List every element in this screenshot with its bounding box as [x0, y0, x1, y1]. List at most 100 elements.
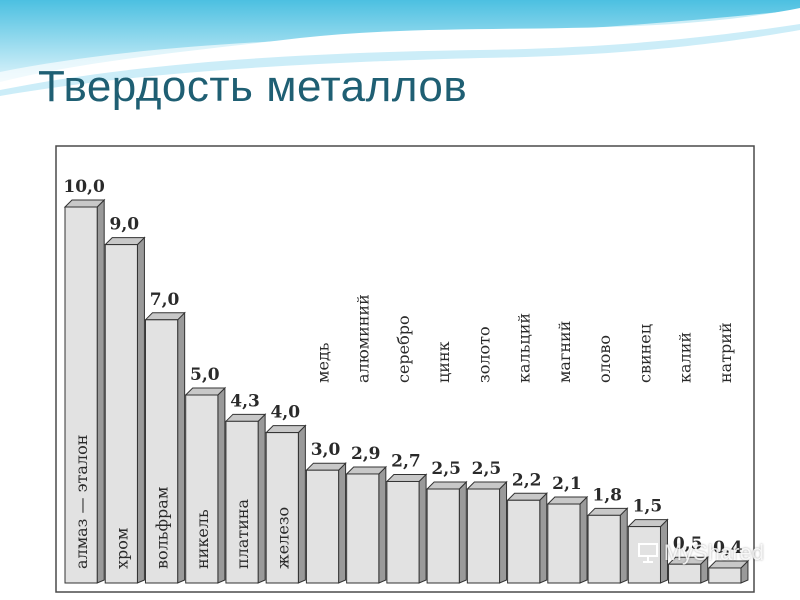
- bar-side: [458, 480, 467, 584]
- value-label: 10,0: [63, 177, 105, 197]
- bar-top: [184, 387, 227, 396]
- bar: [547, 503, 581, 584]
- bar: [64, 206, 98, 584]
- bar-side: [499, 480, 508, 584]
- bar-side: [418, 473, 427, 584]
- bar-group: 0,4 натрий: [707, 322, 750, 584]
- category-label: алюминий: [354, 294, 373, 383]
- bar-top: [63, 199, 106, 208]
- value-label: 4,3: [230, 391, 260, 411]
- value-label: 9,0: [110, 215, 140, 235]
- bar: [346, 473, 380, 584]
- bar-side: [136, 236, 145, 584]
- bar-side: [338, 461, 347, 584]
- bar: [265, 432, 299, 584]
- category-label: свинец: [635, 324, 654, 383]
- category-label: медь: [314, 342, 333, 383]
- category-label: золото: [474, 326, 493, 383]
- bar-group: 2,9 алюминий: [345, 294, 388, 584]
- value-label: 2,5: [472, 459, 502, 479]
- bar-top: [104, 237, 146, 246]
- bar: [466, 488, 501, 584]
- value-label: 3,0: [311, 440, 341, 460]
- bar: [144, 319, 179, 584]
- value-label: 1,8: [592, 485, 622, 505]
- bar: [507, 499, 541, 584]
- bar-side: [619, 507, 628, 584]
- bar-group: 2,5 золото: [466, 326, 508, 584]
- bar: [305, 469, 340, 584]
- bar-group: 5,0 никель: [184, 365, 227, 584]
- bar: [668, 563, 702, 584]
- bar-group: 2,1 магний: [546, 321, 589, 584]
- bar-top: [385, 473, 428, 482]
- bar-top: [506, 492, 548, 501]
- value-label: 0,5: [673, 534, 703, 554]
- bar: [185, 394, 219, 584]
- bar-top: [144, 312, 186, 321]
- category-label: хром: [112, 528, 131, 569]
- bar: [386, 480, 420, 584]
- bar: [627, 526, 661, 584]
- category-label: олово: [595, 335, 614, 383]
- category-label: серебро: [394, 315, 413, 383]
- bar-top: [546, 496, 589, 505]
- bar: [587, 514, 621, 584]
- bar-group: 4,3 платина: [224, 391, 267, 584]
- category-label: натрий: [716, 322, 735, 383]
- bar-side: [96, 198, 105, 584]
- value-label: 4,0: [270, 403, 300, 423]
- bar-group: 7,0 вольфрам: [144, 290, 186, 584]
- bar-side: [378, 465, 387, 584]
- bar-side: [257, 413, 266, 584]
- category-label: цинк: [434, 341, 453, 383]
- slide-title: Твердость металлов: [38, 62, 468, 111]
- header-banner: [0, 0, 800, 96]
- category-label: магний: [555, 321, 574, 383]
- value-label: 7,0: [150, 290, 180, 310]
- bar-top: [586, 507, 629, 516]
- bar-group: 2,2 кальций: [506, 313, 548, 584]
- value-label: 5,0: [190, 365, 220, 385]
- value-label: 2,2: [512, 470, 542, 490]
- watermark-text: MyShared: [663, 540, 764, 565]
- presentation-icon: [637, 543, 658, 563]
- category-label: вольфрам: [153, 487, 172, 569]
- category-label: никель: [193, 509, 212, 569]
- bar-group: 2,7 серебро: [385, 315, 428, 584]
- bar-side: [217, 386, 226, 584]
- bar-top: [224, 413, 267, 422]
- bar-group: 1,8 олово: [586, 335, 629, 584]
- bar-side: [579, 495, 588, 584]
- bar-group: 4,0 железо: [264, 403, 307, 584]
- bar-group: 1,5 свинец: [627, 324, 669, 584]
- bar: [426, 488, 460, 584]
- bar-side: [539, 492, 548, 584]
- bar-top: [264, 425, 307, 434]
- category-label: железо: [273, 507, 292, 569]
- bar-top: [345, 466, 388, 475]
- bar-top: [627, 519, 669, 528]
- bar: [708, 567, 742, 584]
- watermark: MyShared: [636, 540, 764, 566]
- bar-group: 0,5 калий: [667, 332, 709, 584]
- value-label: 1,5: [633, 497, 663, 517]
- value-label: 0,4: [713, 538, 743, 558]
- value-label: 2,9: [351, 444, 381, 464]
- bar: [104, 244, 138, 584]
- bar-top: [305, 462, 347, 471]
- bar-top: [466, 481, 508, 490]
- bar-side: [297, 424, 306, 584]
- bar-group: 3,0 медь: [305, 342, 347, 584]
- category-label: алмаз — эталон: [72, 435, 91, 569]
- bar: [225, 420, 259, 584]
- chart-area: 10,0 алмаз — эталон 9,0 хром 7,0 вольфрам 5,0 н…: [55, 145, 755, 593]
- bar-top: [425, 481, 468, 490]
- bar-group: 10,0 алмаз — эталон: [63, 177, 106, 584]
- value-label: 2,7: [391, 451, 421, 471]
- category-label: кальций: [515, 313, 534, 383]
- category-label: калий: [676, 332, 695, 383]
- category-label: платина: [233, 498, 252, 569]
- value-label: 2,5: [431, 459, 461, 479]
